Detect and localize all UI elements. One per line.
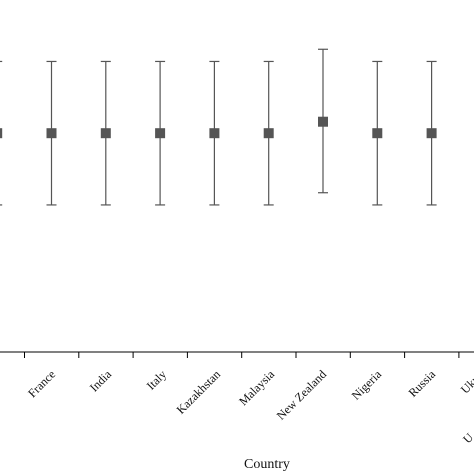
data-point-2 [100, 60, 111, 206]
x-tick-label: Italy [144, 367, 169, 392]
data-point-5 [263, 60, 274, 206]
data-point-4 [209, 60, 220, 206]
point-marker [263, 128, 274, 139]
data-point-1 [46, 60, 57, 206]
x-tick-label: Nigeria [349, 367, 385, 403]
data-point-8 [426, 60, 437, 206]
data-point-0 [0, 60, 3, 206]
point-marker [0, 128, 3, 139]
x-tick-label: Russia [406, 367, 439, 400]
data-point-3 [155, 60, 166, 206]
point-marker [318, 116, 328, 127]
x-tick-label: U [460, 430, 474, 446]
data-point-7 [372, 60, 383, 206]
data-point-6 [318, 48, 328, 194]
point-marker [372, 128, 383, 139]
x-tick-label: New Zealand [274, 367, 329, 422]
chart-marks [0, 48, 437, 206]
x-tick-label: Kazakhstan [174, 367, 223, 416]
x-tick-label: Ukrai [458, 367, 474, 397]
x-axis-ticks [24, 352, 460, 358]
x-axis-title: Country [244, 457, 290, 472]
x-tick-label: India [87, 367, 115, 395]
x-tick-label: Malaysia [236, 367, 277, 408]
point-marker [426, 128, 437, 139]
point-marker [155, 128, 166, 139]
point-marker [100, 128, 111, 139]
point-marker [209, 128, 220, 139]
x-tick-label: France [25, 367, 58, 400]
point-marker [46, 128, 57, 139]
